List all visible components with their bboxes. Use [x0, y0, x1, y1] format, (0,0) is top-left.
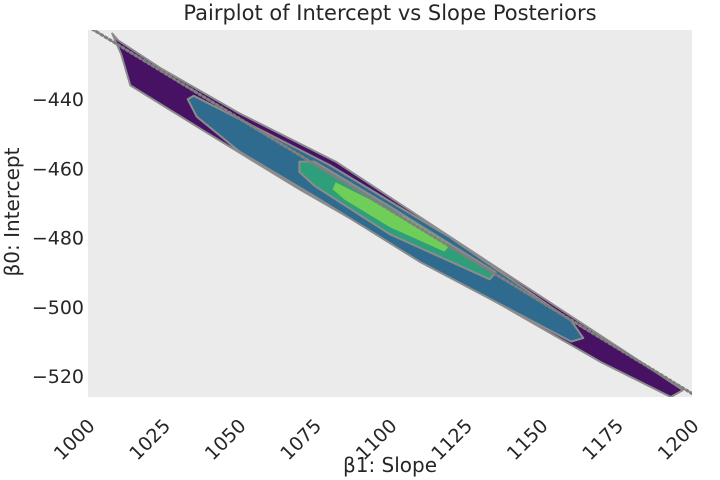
y-axis-title: β0: Intercept — [0, 147, 24, 276]
y-tick-label: −480 — [32, 228, 84, 250]
x-tick-label: 1075 — [276, 415, 326, 465]
y-tick-label: −440 — [32, 89, 84, 111]
y-axis: −440 −460 −480 −500 −520 — [32, 89, 84, 388]
x-tick-label: 1200 — [654, 415, 704, 465]
x-tick-label: 1000 — [50, 415, 100, 465]
y-tick-label: −520 — [32, 366, 84, 388]
x-tick-label: 1050 — [201, 415, 251, 465]
y-tick-label: −500 — [32, 297, 84, 319]
x-tick-label: 1175 — [578, 415, 628, 465]
reference-line — [90, 30, 692, 396]
y-tick-label: −460 — [32, 158, 84, 180]
contour-level-4 — [332, 182, 451, 252]
chart-title: Pairplot of Intercept vs Slope Posterior… — [183, 1, 596, 25]
x-tick-label: 1025 — [125, 415, 175, 465]
x-tick-label: 1150 — [503, 415, 553, 465]
x-axis-title: β1: Slope — [343, 453, 437, 477]
plot-content — [90, 30, 692, 397]
